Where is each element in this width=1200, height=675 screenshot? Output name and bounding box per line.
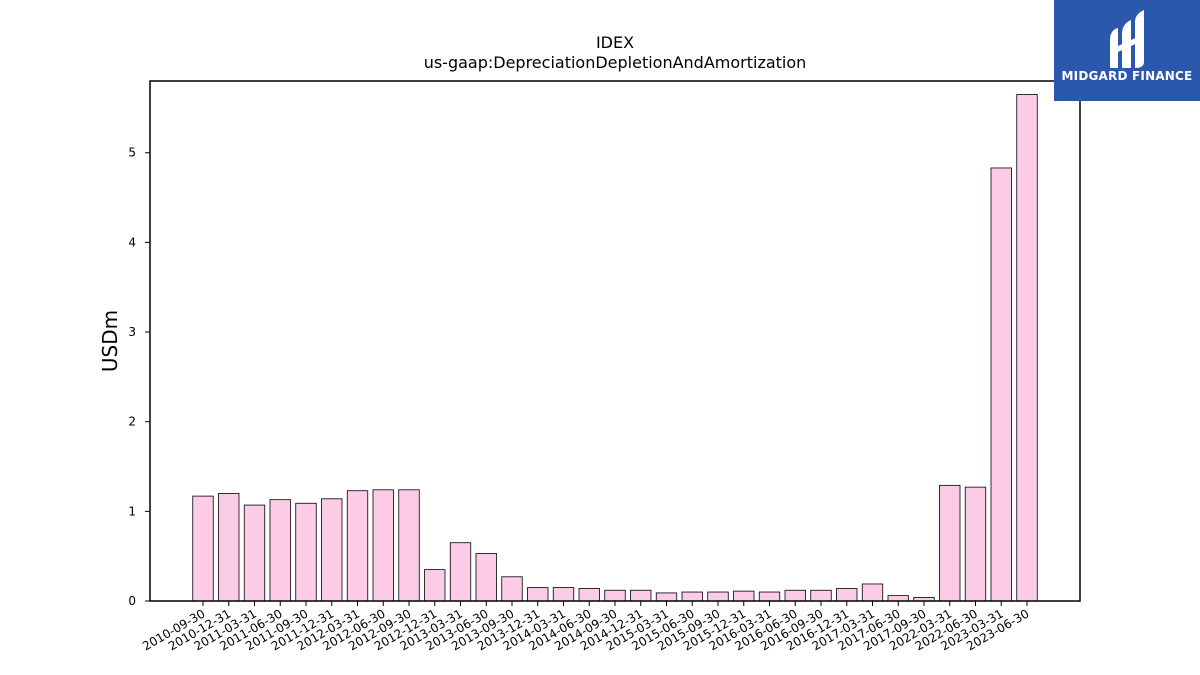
y-tick-label: 4 — [128, 235, 136, 249]
bar-2015-12-31 — [733, 590, 755, 602]
y-tick-label: 2 — [128, 415, 136, 429]
bar-2016-03-31 — [758, 591, 781, 602]
bar-2016-12-31 — [836, 588, 858, 602]
bar-2010-09-30 — [192, 495, 214, 602]
bar-2014-09-30 — [604, 589, 626, 602]
x-axis: 2010-09-302010-12-312011-03-312011-06-30… — [140, 601, 1032, 653]
bar-2010-12-31 — [218, 493, 240, 602]
bar-2017-03-31 — [861, 583, 884, 602]
bar-2015-03-31 — [655, 592, 678, 602]
bar-2014-03-31 — [552, 587, 575, 602]
y-axis-label: USDm — [98, 310, 122, 372]
y-tick-label: 5 — [128, 146, 136, 160]
bar-2011-12-31 — [321, 498, 343, 602]
bars-group — [192, 94, 1038, 602]
bar-2014-12-31 — [630, 589, 652, 602]
bar-2012-09-30 — [398, 489, 420, 602]
midgard-logo-icon — [1110, 10, 1144, 68]
y-axis: 0 1 2 3 4 5 — [128, 146, 150, 608]
bar-2011-06-30 — [269, 499, 291, 602]
logo-text: MIDGARD FINANCE — [1061, 69, 1193, 83]
bar-2015-06-30 — [681, 591, 703, 602]
bar-2023-06-30 — [1016, 94, 1038, 602]
bar-2012-03-31 — [346, 490, 369, 602]
bar-2013-09-30 — [501, 576, 523, 602]
bar-2013-12-31 — [527, 587, 549, 602]
bar-2022-06-30 — [964, 486, 987, 602]
bar-2023-03-31 — [990, 167, 1012, 602]
bar-2016-09-30 — [810, 589, 832, 602]
bar-2016-06-30 — [784, 589, 806, 602]
bar-2015-09-30 — [707, 591, 729, 602]
bar-2014-06-30 — [578, 588, 600, 602]
y-tick-label: 1 — [128, 504, 136, 518]
bar-2011-09-30 — [295, 502, 317, 602]
bar-2012-06-30 — [372, 489, 394, 602]
bar-2022-03-31 — [939, 484, 961, 602]
bar-2017-06-30 — [887, 595, 909, 602]
chart-title: IDEX — [596, 33, 634, 52]
bar-2013-03-31 — [449, 542, 472, 602]
y-tick-label: 0 — [128, 594, 136, 608]
chart-subtitle: us-gaap:DepreciationDepletionAndAmortiza… — [424, 53, 807, 72]
bar-2012-12-31 — [424, 569, 446, 602]
plot-frame — [149, 80, 1081, 602]
y-tick-label: 3 — [128, 325, 136, 339]
midgard-finance-logo: MIDGARD FINANCE — [1054, 0, 1200, 101]
bar-2013-06-30 — [475, 553, 497, 602]
bar-2011-03-31 — [243, 504, 266, 602]
